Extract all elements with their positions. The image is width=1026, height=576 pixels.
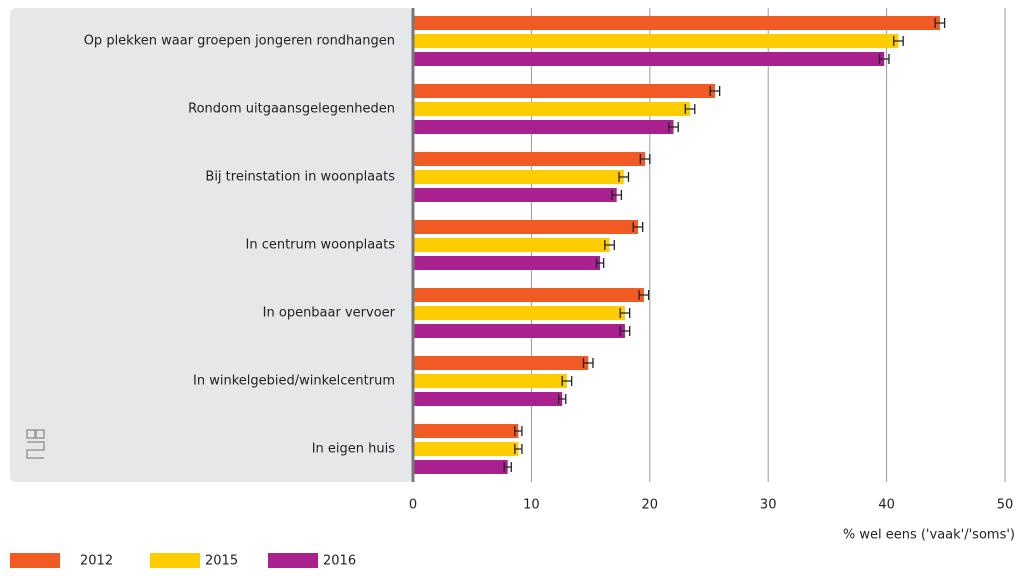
bar xyxy=(413,34,899,48)
category-label: Rondom uitgaansgelegenheden xyxy=(188,102,395,117)
error-bar xyxy=(893,36,904,46)
error-bar xyxy=(595,258,605,268)
x-tick-label: 0 xyxy=(409,498,417,513)
legend-label: 2016 xyxy=(323,554,356,569)
legend-label: 2015 xyxy=(205,554,238,569)
error-bar xyxy=(514,426,523,436)
error-bar xyxy=(561,376,573,386)
bar xyxy=(413,16,940,30)
error-bar xyxy=(618,172,630,182)
error-bar xyxy=(604,240,615,250)
bar xyxy=(413,356,589,370)
bar xyxy=(413,256,601,270)
legend-label: 2012 xyxy=(80,554,113,569)
bar xyxy=(413,374,567,388)
bar xyxy=(413,288,644,302)
error-bar xyxy=(503,462,512,472)
error-bar xyxy=(684,104,696,114)
error-bar xyxy=(878,54,890,64)
x-tick-label: 50 xyxy=(997,498,1014,513)
category-label: Op plekken waar groepen jongeren rondhan… xyxy=(84,34,395,49)
bar xyxy=(413,120,674,134)
legend-swatch xyxy=(268,553,318,568)
category-label: In centrum woonplaats xyxy=(245,238,395,253)
bar xyxy=(413,102,691,116)
bar xyxy=(413,238,610,252)
error-bar xyxy=(632,222,644,232)
error-bar xyxy=(709,86,721,96)
x-tick-label: 20 xyxy=(642,498,659,513)
category-label: In openbaar vervoer xyxy=(263,306,396,321)
bar xyxy=(413,52,885,66)
error-bar xyxy=(611,190,623,200)
bar xyxy=(413,188,617,202)
bar xyxy=(413,442,519,456)
bar xyxy=(413,84,715,98)
error-bar xyxy=(668,122,679,132)
bar xyxy=(413,460,508,474)
error-bar xyxy=(638,290,650,300)
error-bar xyxy=(934,18,946,28)
error-bar xyxy=(619,308,631,318)
bar xyxy=(413,392,563,406)
x-tick-label: 10 xyxy=(523,498,540,513)
bar xyxy=(413,152,646,166)
bar xyxy=(413,220,638,234)
logo xyxy=(26,429,45,459)
legend-swatch xyxy=(10,553,60,568)
error-bar xyxy=(557,394,567,404)
bar xyxy=(413,306,625,320)
error-bar xyxy=(514,444,523,454)
x-axis-label: % wel eens ('vaak'/'soms') xyxy=(843,528,1015,543)
bar xyxy=(413,170,624,184)
error-bar xyxy=(619,326,631,336)
error-bar xyxy=(639,154,651,164)
bar xyxy=(413,424,519,438)
category-label: In winkelgebied/winkelcentrum xyxy=(193,374,395,389)
category-label: Bij treinstation in woonplaats xyxy=(205,170,395,185)
x-tick-label: 40 xyxy=(878,498,895,513)
x-tick-label: 30 xyxy=(760,498,777,513)
category-label: In eigen huis xyxy=(312,442,396,457)
legend-swatch xyxy=(150,553,200,568)
error-bar xyxy=(582,358,594,368)
bar xyxy=(413,324,625,338)
label-panel xyxy=(10,8,413,482)
